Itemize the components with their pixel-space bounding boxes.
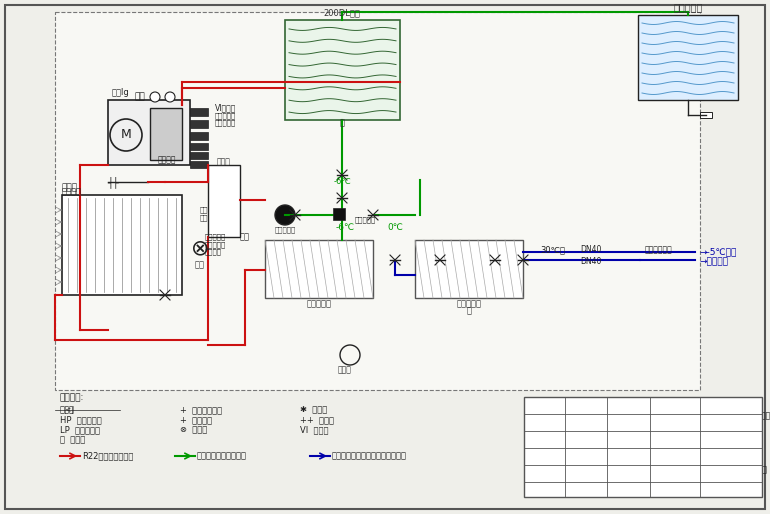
Bar: [333, 208, 345, 220]
Text: ⊗  膨胀阀: ⊗ 膨胀阀: [180, 426, 207, 434]
Text: 储液器: 储液器: [217, 157, 231, 167]
Text: ++  止回阀: ++ 止回阀: [300, 415, 334, 425]
Bar: [150, 108, 182, 160]
Bar: [190, 152, 208, 159]
Text: →-5℃冷水: →-5℃冷水: [700, 248, 738, 256]
Text: 冷凝器: 冷凝器: [62, 183, 78, 192]
Text: 2012/10/12: 2012/10/12: [651, 451, 699, 461]
Bar: [208, 165, 240, 237]
Text: 卧式壳管器: 卧式壳管器: [457, 300, 481, 308]
Text: 膨胀罐: 膨胀罐: [338, 365, 352, 375]
Text: 室外大水池: 室外大水池: [673, 2, 703, 12]
Text: 电器元件: 电器元件: [158, 156, 176, 164]
Bar: [190, 143, 208, 150]
Text: 复盛: 复盛: [240, 232, 250, 242]
Text: 高气压保护: 高气压保护: [215, 120, 236, 126]
Bar: [638, 15, 738, 100]
Text: 己  融霜器: 己 融霜器: [60, 435, 85, 445]
Text: 高低: 高低: [200, 215, 209, 222]
Text: 排出点开: 排出点开: [205, 249, 222, 255]
Bar: [62, 195, 182, 295]
Text: 制图: 制图: [539, 417, 549, 427]
Text: +  扩口螺母连接: + 扩口螺母连接: [180, 406, 222, 414]
Text: →生化冷水: →生化冷水: [700, 258, 729, 266]
Text: 防冻液流向（绿色线）: 防冻液流向（绿色线）: [197, 451, 247, 461]
Text: 低压: 低压: [200, 207, 209, 213]
Text: 批准: 批准: [580, 417, 590, 427]
Text: +  气焊连接: + 气焊连接: [180, 415, 212, 425]
Text: 韩国lg: 韩国lg: [112, 88, 130, 97]
Bar: [265, 240, 373, 298]
Text: DN40: DN40: [580, 258, 601, 266]
Text: 更改: 更改: [539, 451, 549, 461]
Text: 开停排水泵: 开停排水泵: [274, 227, 296, 233]
Bar: [190, 161, 208, 168]
Text: 审核: 审核: [580, 401, 590, 411]
Text: LP  低压压力开: LP 低压压力开: [60, 426, 100, 434]
Bar: [700, 112, 712, 118]
Text: 液位保护开: 液位保护开: [205, 242, 226, 248]
Bar: [190, 120, 208, 128]
Text: 排出口保护: 排出口保护: [215, 113, 236, 119]
Text: 低压差保护: 低压差保护: [205, 234, 226, 241]
Text: -6℃: -6℃: [333, 177, 351, 187]
Text: 混凝土搅拌用冷水流向（蓝色线）: 混凝土搅拌用冷水流向（蓝色线）: [332, 451, 407, 461]
Text: ┤├: ┤├: [107, 176, 119, 188]
Text: 01: 01: [670, 434, 680, 444]
Text: 200DL泵水: 200DL泵水: [323, 8, 360, 17]
Text: 0℃: 0℃: [387, 224, 403, 232]
Text: ⊗: ⊗: [191, 238, 209, 258]
Text: HP  高压压力开: HP 高压压力开: [60, 415, 102, 425]
Bar: [524, 397, 762, 497]
Bar: [190, 132, 208, 140]
Text: R22流向（红色线）: R22流向（红色线）: [82, 451, 133, 461]
Text: 复盛: 复盛: [135, 93, 146, 101]
Text: 外循环补水泵: 外循环补水泵: [645, 246, 673, 254]
Text: 日期: 日期: [623, 451, 633, 461]
Text: ✱  电磁阀: ✱ 电磁阀: [300, 406, 327, 414]
Text: DN40: DN40: [580, 246, 601, 254]
Text: VI安全阀: VI安全阀: [215, 103, 236, 113]
Text: 符号说明:: 符号说明:: [60, 394, 85, 402]
Text: 30℃水: 30℃水: [540, 246, 565, 254]
Bar: [55, 12, 700, 390]
Text: 图号: 图号: [623, 434, 633, 444]
Bar: [285, 20, 400, 120]
Text: |<|: |<|: [63, 407, 74, 413]
Text: 卧式壳管器: 卧式壳管器: [306, 300, 332, 308]
Text: 器: 器: [467, 306, 471, 316]
Text: 开停排水泵: 开停排水泵: [355, 217, 377, 223]
Text: 1000HP风冷式耗杠冷水机工作原理图: 1000HP风冷式耗杠冷水机工作原理图: [685, 411, 770, 419]
Circle shape: [275, 205, 295, 225]
Bar: [190, 108, 208, 116]
Text: 深圳市川本斯特制冷设备有限公司: 深圳市川本斯特制冷设备有限公司: [692, 466, 768, 474]
Text: 川本自产: 川本自产: [62, 188, 82, 196]
Text: M: M: [121, 128, 132, 141]
Circle shape: [165, 92, 175, 102]
Text: 校对: 校对: [539, 434, 549, 444]
Text: 泵: 泵: [340, 119, 344, 127]
Bar: [108, 100, 190, 165]
Circle shape: [150, 92, 160, 102]
Text: DENG: DENG: [533, 417, 555, 427]
Text: 设计: 设计: [539, 401, 549, 411]
Text: 风机: 风机: [195, 261, 205, 269]
Text: -6℃: -6℃: [336, 224, 354, 232]
Text: 截止阀: 截止阀: [60, 406, 75, 414]
Text: VI  安全阀: VI 安全阀: [300, 426, 329, 434]
Bar: [415, 240, 523, 298]
